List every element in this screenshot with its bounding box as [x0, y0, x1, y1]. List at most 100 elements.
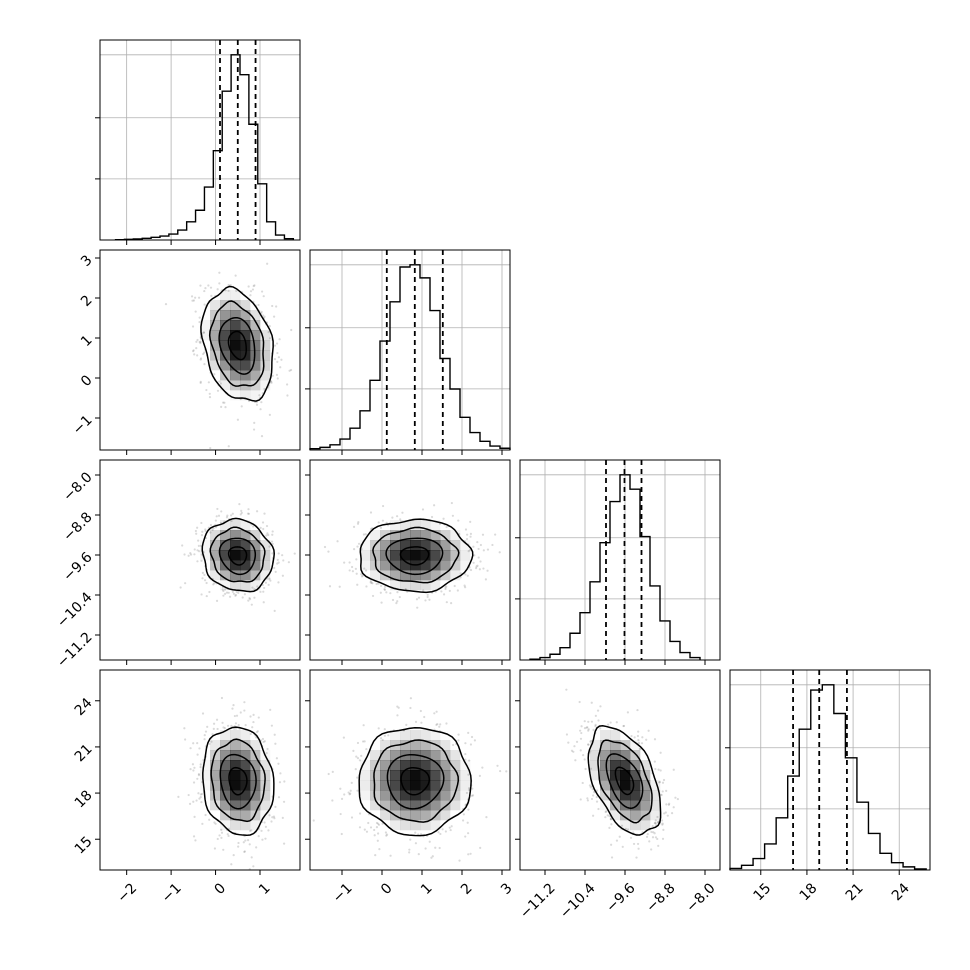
contour-line [373, 739, 460, 823]
sample-point [583, 758, 586, 761]
sample-point [249, 290, 253, 293]
sample-point [469, 743, 473, 746]
sample-point [270, 724, 273, 727]
density-cell [640, 780, 651, 791]
sample-point [336, 540, 339, 543]
density-cell [230, 340, 241, 351]
density-cell [400, 550, 411, 561]
sample-point [196, 742, 199, 745]
sample-point [222, 726, 225, 729]
density-cell [230, 550, 241, 561]
sample-point [275, 757, 278, 760]
density-cell [260, 760, 271, 771]
sample-point [385, 591, 388, 594]
sample-point [439, 723, 442, 726]
sample-point [579, 729, 582, 732]
sample-point [189, 747, 192, 750]
sample-point [198, 340, 201, 344]
sample-point [469, 535, 472, 538]
sample-point [615, 839, 619, 842]
sample-point [262, 527, 265, 531]
sample-point [588, 784, 591, 787]
density-cell [230, 530, 241, 541]
sample-point [216, 727, 219, 731]
sample-point [199, 380, 202, 383]
density-cell [390, 730, 401, 741]
sample-point [207, 284, 210, 287]
y-tick-label: 3 [78, 252, 96, 270]
density-cell [620, 800, 631, 811]
sample-point [595, 795, 598, 799]
sample-point [464, 573, 467, 576]
density-cell [220, 570, 231, 581]
sample-point [473, 554, 476, 557]
sample-point [575, 740, 579, 743]
sample-point [491, 543, 494, 547]
scatter-panel: −1 0 1 2 3 [305, 669, 516, 906]
sample-point [661, 823, 664, 826]
sample-point [350, 565, 354, 569]
x-tick-label: 0 [212, 880, 230, 898]
sample-point [188, 802, 192, 805]
sample-point [216, 837, 219, 841]
density-cell [640, 760, 651, 771]
density-cell [380, 560, 391, 571]
sample-point [590, 720, 594, 723]
sample-point [271, 542, 274, 546]
sample-point [327, 772, 330, 776]
sample-point [481, 533, 485, 536]
sample-point [231, 707, 234, 710]
density-cell [370, 760, 381, 771]
density-cell [400, 780, 411, 791]
panel-content [164, 262, 293, 450]
sample-point [467, 731, 470, 735]
sample-point [277, 356, 281, 359]
y-tick-label: −10.4 [54, 589, 96, 631]
density-cell [620, 770, 631, 781]
sample-point [453, 584, 456, 588]
y-tick-label: 15 [72, 834, 96, 858]
sample-point [277, 796, 281, 799]
sample-point [444, 586, 447, 589]
density-cell [200, 550, 211, 561]
sample-point [609, 818, 612, 821]
sample-point [357, 521, 360, 524]
sample-point [469, 568, 473, 572]
sample-point [570, 749, 574, 752]
density-cell [460, 770, 471, 781]
sample-point [604, 810, 607, 814]
density-cell [250, 370, 261, 381]
histogram-step [529, 474, 701, 660]
sample-point [637, 847, 640, 850]
density-cell [360, 540, 371, 551]
density-cell [220, 360, 231, 371]
density-cell [640, 820, 651, 831]
sample-point [225, 516, 229, 519]
sample-point [202, 331, 205, 334]
density-cell [240, 580, 251, 591]
sample-point [234, 593, 237, 596]
sample-point [266, 876, 268, 878]
sample-point [445, 722, 448, 725]
sample-point [251, 586, 254, 589]
sample-point [396, 591, 399, 594]
scatter-panel: −1 0 1 2 3 [70, 249, 301, 455]
sample-point [422, 589, 425, 592]
contour-line [202, 726, 275, 837]
sample-point [193, 548, 196, 551]
sample-point [376, 839, 379, 842]
sample-point [267, 829, 270, 832]
density-cell [630, 810, 641, 821]
sample-point [195, 532, 198, 535]
sample-point [578, 700, 581, 704]
density-cell [600, 780, 611, 791]
density-cell [440, 540, 451, 551]
sample-point [626, 828, 630, 831]
scatter-panel: −11.2−10.4 −9.6 −8.8 −8.0 [54, 459, 301, 671]
sample-point [240, 405, 243, 408]
density-cell [220, 380, 231, 391]
sample-point [248, 596, 251, 600]
sample-point [184, 738, 187, 741]
density-cell [420, 560, 431, 571]
sample-point [209, 446, 212, 450]
